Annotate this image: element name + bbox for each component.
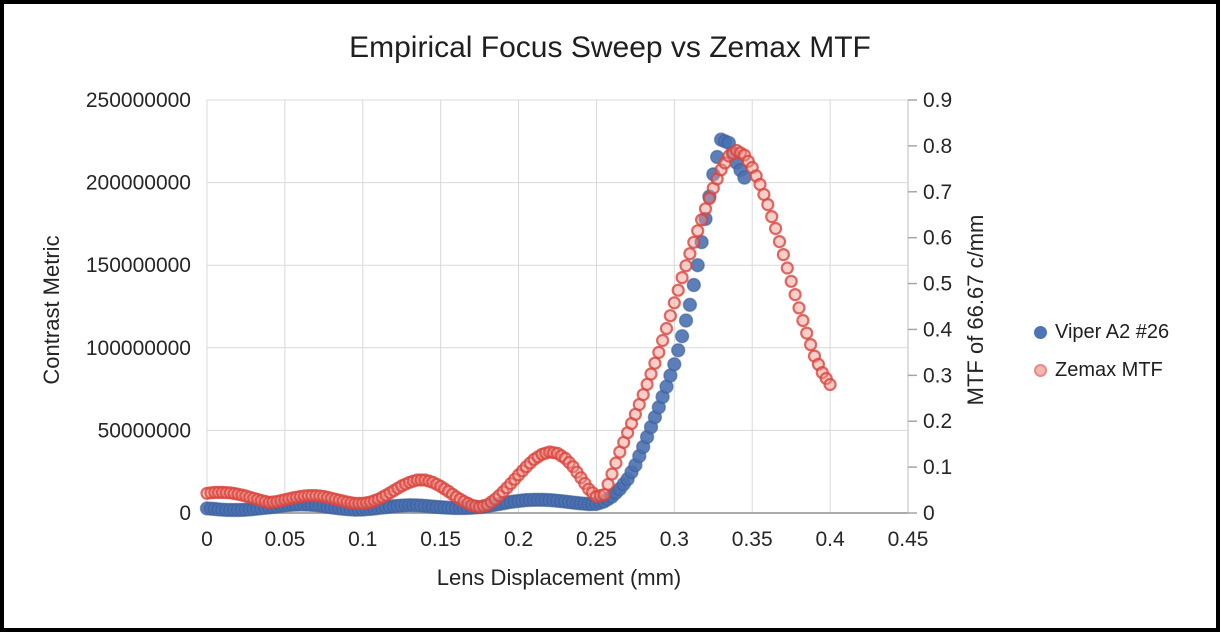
data-point bbox=[663, 309, 678, 323]
data-point bbox=[671, 283, 685, 297]
data-point bbox=[694, 213, 709, 227]
data-point bbox=[667, 296, 681, 310]
axis-tick-labels: 0 50000000 100000000 150000000 200000000 2500… bbox=[86, 89, 953, 551]
chart-title: Empirical Focus Sweep vs Zemax MTF bbox=[349, 31, 871, 64]
right-axis-title: MTF of 66.67 c/mm bbox=[963, 214, 988, 406]
data-point bbox=[683, 247, 697, 261]
right-axis-tick-label: 0.8 bbox=[923, 135, 952, 158]
data-point bbox=[675, 271, 689, 285]
x-axis-tick-label: 0 bbox=[201, 528, 213, 551]
right-axis-tick-label: 0.6 bbox=[923, 227, 952, 250]
data-point bbox=[691, 224, 705, 238]
right-axis-tick-label: 0.9 bbox=[923, 89, 952, 112]
data-point bbox=[644, 367, 658, 381]
data-point bbox=[605, 467, 619, 481]
x-axis-tick-label: 0.4 bbox=[816, 528, 846, 551]
data-point bbox=[671, 343, 686, 358]
data-point bbox=[698, 211, 713, 227]
left-axis-tick-label: 50000000 bbox=[98, 419, 191, 442]
x-axis-tick-label: 0.05 bbox=[264, 528, 305, 551]
x-axis-tick-label: 0.35 bbox=[732, 528, 773, 551]
right-axis-tick-label: 0.4 bbox=[923, 318, 953, 341]
data-point bbox=[823, 377, 837, 392]
right-axis-tick-label: 0.5 bbox=[923, 273, 952, 296]
right-axis-tick-label: 0.3 bbox=[923, 364, 952, 387]
data-point bbox=[686, 277, 701, 293]
data-point bbox=[772, 235, 787, 249]
x-axis-title: Lens Displacement (mm) bbox=[436, 565, 682, 590]
data-point bbox=[690, 258, 705, 273]
data-point bbox=[687, 235, 701, 249]
data-point bbox=[800, 326, 814, 340]
series-marker-icon bbox=[1034, 325, 1047, 339]
legend-item-viper-a2-26[interactable]: Viper A2 #26 bbox=[1034, 320, 1169, 344]
data-point bbox=[655, 333, 670, 348]
left-axis-tick-label: 250000000 bbox=[86, 89, 191, 112]
data-point bbox=[768, 221, 783, 236]
x-axis-tick-label: 0.25 bbox=[576, 528, 617, 551]
left-axis-tick-label: 150000000 bbox=[86, 254, 191, 277]
data-point bbox=[803, 338, 818, 352]
data-point bbox=[776, 248, 791, 262]
right-axis-tick-label: 0.1 bbox=[923, 456, 952, 479]
data-point bbox=[652, 345, 666, 359]
data-point bbox=[659, 321, 674, 336]
data-point bbox=[788, 288, 802, 302]
left-axis-tick-label: 100000000 bbox=[86, 337, 191, 360]
legend: Viper A2 #26 Zemax MTF bbox=[1034, 320, 1169, 382]
data-point bbox=[648, 356, 662, 370]
x-axis-tick-label: 0.45 bbox=[888, 528, 929, 551]
x-axis-tick-label: 0.2 bbox=[504, 528, 533, 551]
data-point bbox=[765, 210, 779, 224]
right-axis-tick-label: 0.2 bbox=[923, 410, 952, 433]
data-point bbox=[780, 261, 794, 275]
series-marker-icon bbox=[1034, 363, 1047, 377]
data-point bbox=[678, 313, 694, 328]
right-axis-tick-label: 0.7 bbox=[923, 181, 952, 204]
x-axis-tick-label: 0.1 bbox=[348, 528, 377, 551]
data-point bbox=[674, 329, 690, 344]
legend-item-zemax-mtf[interactable]: Zemax MTF bbox=[1034, 358, 1169, 382]
data-point bbox=[796, 313, 810, 328]
data-point bbox=[784, 274, 798, 288]
left-axis-tick-label: 0 bbox=[179, 502, 191, 525]
data-point bbox=[609, 456, 623, 470]
data-series bbox=[199, 132, 837, 518]
data-point bbox=[682, 297, 698, 312]
x-axis-tick-label: 0.15 bbox=[420, 528, 461, 551]
data-point bbox=[792, 301, 806, 315]
legend-label: Zemax MTF bbox=[1055, 358, 1163, 381]
data-point bbox=[718, 156, 732, 170]
left-axis-tick-label: 200000000 bbox=[86, 172, 191, 195]
series-zemax-mtf[interactable] bbox=[200, 143, 837, 514]
data-point bbox=[667, 357, 682, 372]
data-point bbox=[679, 259, 693, 273]
x-axis-tick-label: 0.3 bbox=[660, 528, 689, 551]
data-point bbox=[714, 163, 728, 177]
data-point bbox=[761, 198, 775, 212]
right-axis-tick-label: 0 bbox=[923, 502, 935, 525]
legend-label: Viper A2 #26 bbox=[1055, 320, 1170, 343]
left-axis-title: Contrast Metric bbox=[39, 235, 64, 385]
